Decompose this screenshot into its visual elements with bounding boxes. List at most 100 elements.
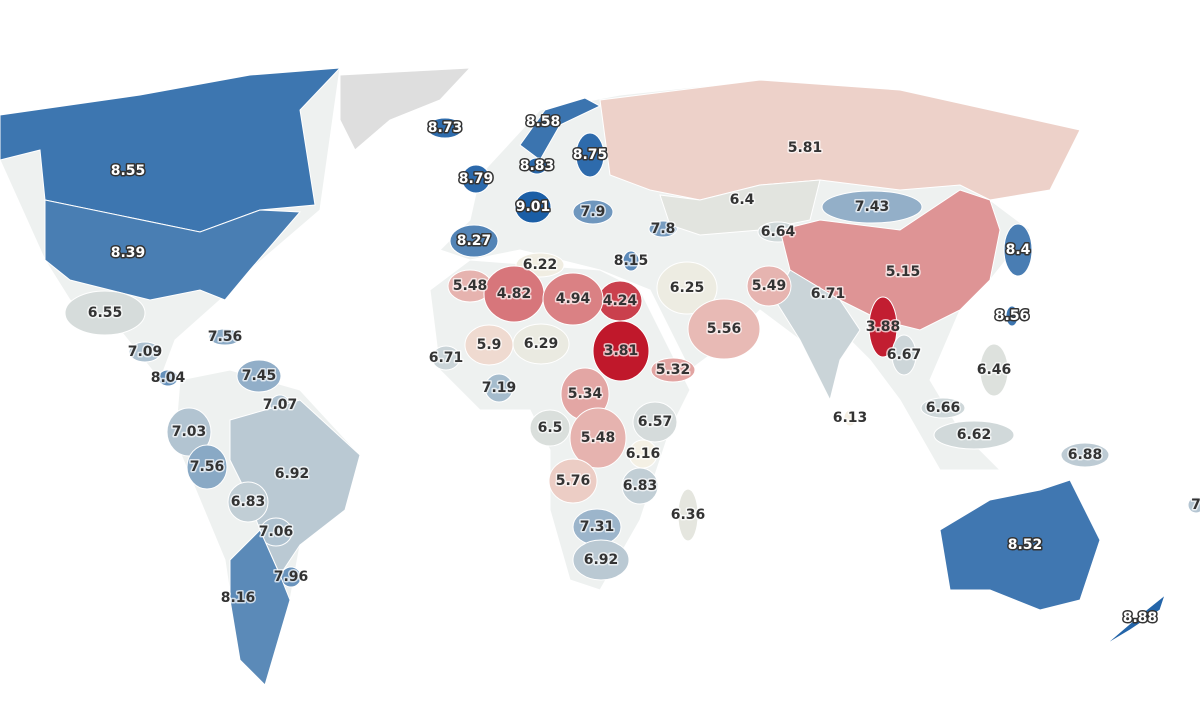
value-label: 6.83 <box>623 478 658 494</box>
region <box>229 529 291 686</box>
value-label: 6.29 <box>524 336 559 352</box>
value-label: 5.15 <box>886 264 921 280</box>
value-label: 7.06 <box>259 524 294 540</box>
value-label: 3.88 <box>866 319 901 335</box>
region <box>529 409 571 447</box>
region <box>484 373 514 403</box>
value-label: 7 <box>1191 497 1200 513</box>
region <box>632 401 678 443</box>
region <box>774 269 861 402</box>
region <box>227 481 269 523</box>
region <box>431 345 461 371</box>
regions <box>0 67 1200 686</box>
value-label: 6.88 <box>1068 447 1103 463</box>
value-label: 4.94 <box>556 291 591 307</box>
region <box>1187 496 1200 514</box>
value-label: 8.55 <box>111 163 146 179</box>
value-label: 8.83 <box>520 158 555 174</box>
region <box>128 341 162 363</box>
region <box>868 296 898 358</box>
value-label: 6.66 <box>926 400 961 416</box>
value-label: 5.34 <box>568 386 603 402</box>
value-label: 6.57 <box>638 414 673 430</box>
value-label: 8.52 <box>1008 537 1043 553</box>
region <box>939 479 1101 611</box>
value-label: 6.16 <box>626 446 661 462</box>
region <box>979 343 1009 397</box>
value-label: 6.92 <box>584 552 619 568</box>
value-label: 8.79 <box>459 171 494 187</box>
region <box>426 117 464 139</box>
value-label: 7.07 <box>263 397 298 413</box>
region <box>1104 593 1167 646</box>
region <box>572 199 614 225</box>
value-label: 6.25 <box>670 280 705 296</box>
value-label: 6.36 <box>671 507 706 523</box>
value-label: 6.64 <box>761 224 796 240</box>
value-label: 7.09 <box>128 344 163 360</box>
value-label: 8.75 <box>573 147 608 163</box>
value-label: 5.56 <box>707 321 742 337</box>
value-label: 8.88 <box>1123 610 1158 626</box>
value-label: 6.46 <box>977 362 1012 378</box>
region <box>920 397 966 419</box>
region <box>512 323 570 365</box>
value-label: 6.55 <box>88 305 123 321</box>
region <box>621 467 659 505</box>
value-label: 3.81 <box>604 343 639 359</box>
region <box>821 190 923 224</box>
value-label: 6.71 <box>429 350 464 366</box>
value-label: 8.4 <box>1006 242 1031 258</box>
region <box>0 67 342 233</box>
value-label: 4.82 <box>497 286 532 302</box>
value-label: 8.16 <box>221 590 256 606</box>
value-label: 5.9 <box>477 337 502 353</box>
region <box>44 199 302 301</box>
region <box>208 328 242 346</box>
value-label: 6.22 <box>523 257 558 273</box>
value-label: 7.31 <box>580 519 615 535</box>
region <box>166 407 212 457</box>
region <box>659 179 821 236</box>
region <box>746 265 792 307</box>
region <box>1003 223 1033 277</box>
value-label: 8.39 <box>111 245 146 261</box>
region <box>236 359 282 393</box>
region <box>933 420 1015 450</box>
greenland <box>339 67 472 151</box>
value-label: 8.58 <box>526 114 561 130</box>
value-label: 8.56 <box>995 308 1030 324</box>
value-label: 5.48 <box>581 430 616 446</box>
value-label: 6.83 <box>231 494 266 510</box>
region <box>186 444 228 490</box>
value-label: 7.19 <box>482 380 517 396</box>
value-labels: 8.73 8.58 8.75 8.83 8.79 9.01 7.9 8.27 7.88.15 5.… <box>86 113 1200 628</box>
region <box>514 190 552 224</box>
region <box>599 79 1081 201</box>
value-label: 5.48 <box>453 278 488 294</box>
region <box>1005 305 1019 327</box>
value-label: 8.04 <box>151 370 186 386</box>
region <box>656 261 718 315</box>
region <box>157 369 179 387</box>
value-label: 6.62 <box>957 427 992 443</box>
region <box>891 334 917 376</box>
value-label: 8.73 <box>428 120 463 136</box>
value-label: 7.03 <box>172 424 207 440</box>
value-label: 7.8 <box>651 221 676 237</box>
region <box>687 298 761 360</box>
value-label: 6.5 <box>538 420 563 436</box>
value-label: 4.24 <box>603 293 638 309</box>
value-label: 9.01 <box>516 199 551 215</box>
region <box>572 539 630 581</box>
value-label: 5.49 <box>752 278 787 294</box>
value-label: 7.56 <box>208 329 243 345</box>
value-label: 7.96 <box>274 569 309 585</box>
value-label: 6.67 <box>887 347 922 363</box>
value-label: 5.32 <box>656 362 691 378</box>
value-label: 6.71 <box>811 286 846 302</box>
region <box>622 250 640 272</box>
region <box>575 132 605 178</box>
value-label: 6.4 <box>730 192 755 208</box>
